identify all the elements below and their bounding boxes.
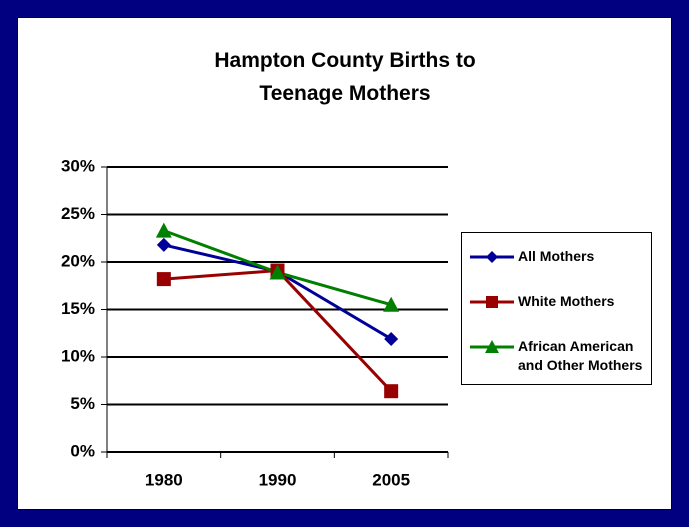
legend-item: African American and Other Mothers xyxy=(462,333,651,373)
y-tick-label: 0% xyxy=(70,441,95,460)
legend-item: White Mothers xyxy=(462,288,651,328)
y-tick-label: 5% xyxy=(70,394,95,413)
marker xyxy=(156,237,171,252)
y-tick-label: 20% xyxy=(61,251,95,270)
legend-swatch xyxy=(470,340,514,353)
legend-label: African American and Other Mothers xyxy=(518,338,643,373)
chart-title: Hampton County Births to Teenage Mothers xyxy=(214,49,476,105)
marker xyxy=(486,296,498,308)
series-line xyxy=(163,269,393,393)
legend-swatch xyxy=(470,251,514,263)
marker xyxy=(383,296,400,312)
marker xyxy=(485,340,499,353)
x-tick-label: 2005 xyxy=(372,470,410,489)
y-tick-label: 25% xyxy=(61,204,95,223)
y-tick-label: 10% xyxy=(61,346,95,365)
legend-label: All Mothers xyxy=(518,248,595,264)
marker xyxy=(269,264,286,280)
legend-item: All Mothers xyxy=(462,243,651,283)
legend: All Mothers White Mothers African American… xyxy=(461,232,652,385)
y-tick-label: 30% xyxy=(61,156,95,175)
x-tick-label: 1990 xyxy=(259,470,297,489)
y-tick-label: 15% xyxy=(61,299,95,318)
marker xyxy=(156,272,171,287)
series-line xyxy=(163,243,392,341)
marker xyxy=(486,251,498,263)
marker xyxy=(155,222,172,238)
legend-swatch xyxy=(470,296,514,308)
marker xyxy=(384,331,399,346)
marker xyxy=(384,384,399,399)
x-tick-label: 1980 xyxy=(145,470,183,489)
legend-label: White Mothers xyxy=(518,293,615,309)
